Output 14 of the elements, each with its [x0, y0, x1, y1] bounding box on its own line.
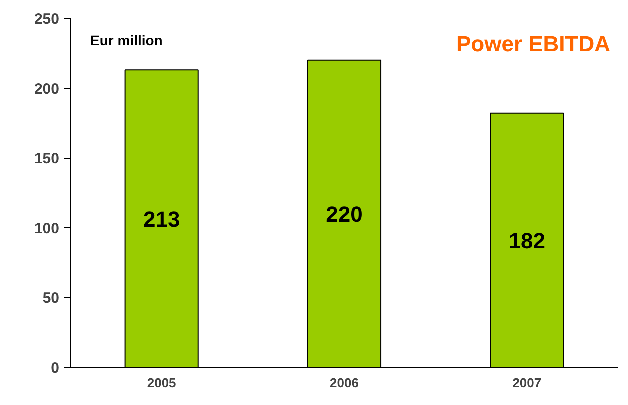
y-tick-label: 200 — [34, 80, 60, 98]
y-tick-label: 100 — [34, 220, 60, 238]
y-tick-label: 0 — [51, 360, 60, 377]
annotation: Eur million — [90, 32, 163, 48]
y-tick-label: 250 — [34, 11, 60, 28]
data-label: 182 — [508, 228, 546, 254]
x-tick-label: 2005 — [147, 376, 176, 390]
x-tick-label: 2007 — [512, 376, 542, 390]
text: Power EBITDA — [456, 32, 611, 56]
data-label: 220 — [326, 202, 363, 227]
data-label: 213 — [143, 206, 180, 232]
y-tick-label: 150 — [34, 150, 60, 168]
y-tick-label: 50 — [42, 290, 60, 308]
x-tick-label: 2006 — [330, 376, 359, 390]
